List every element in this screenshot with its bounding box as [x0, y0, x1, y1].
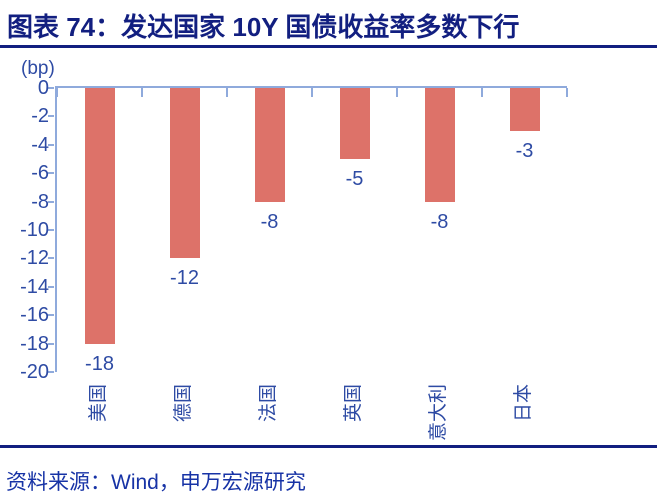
- figure-title: 图表 74：发达国家 10Y 国债收益率多数下行: [7, 12, 520, 42]
- x-axis-tick-mark: [141, 88, 143, 97]
- y-axis-tick-mark: [48, 229, 54, 231]
- bar: [169, 88, 200, 258]
- y-axis-tick-label: -4: [31, 133, 49, 156]
- y-axis-tick-mark: [48, 143, 54, 146]
- y-axis-tick-label: -12: [20, 247, 49, 270]
- x-axis-tick-mark: [56, 88, 58, 97]
- source-note: 资料来源：Wind，申万宏源研究: [6, 471, 306, 494]
- bar: [84, 88, 115, 344]
- category-label: 日本: [513, 384, 535, 423]
- title-divider: [0, 45, 657, 48]
- bar: [254, 88, 285, 202]
- y-axis-tick-label: -8: [31, 190, 49, 213]
- x-axis-tick-mark: [566, 88, 568, 97]
- y-axis-tick-mark: [48, 172, 54, 175]
- x-axis-tick-mark: [396, 88, 398, 97]
- y-axis-tick-mark: [48, 285, 54, 288]
- y-axis-line: [55, 88, 57, 372]
- category-label: 意大利: [428, 384, 450, 442]
- category-label: 美国: [88, 384, 110, 423]
- x-axis-zero-line: [55, 86, 567, 88]
- y-axis-tick-mark: [48, 371, 54, 373]
- bar-value-label: -8: [260, 211, 279, 233]
- category-label: 法国: [258, 384, 280, 423]
- bar: [509, 88, 540, 131]
- bar: [339, 88, 370, 159]
- y-axis-tick-label: 0: [37, 77, 49, 99]
- y-axis-tick-mark: [48, 342, 54, 345]
- y-axis-tick-mark: [48, 257, 54, 260]
- y-axis-tick-label: -16: [20, 304, 49, 327]
- bar: [424, 88, 455, 202]
- y-axis-tick-label: -6: [31, 162, 49, 185]
- y-axis-unit-label: (bp): [21, 58, 55, 79]
- y-axis-tick-mark: [48, 200, 54, 203]
- y-axis-tick-label: -14: [20, 275, 49, 298]
- y-axis-tick-label: -18: [20, 332, 49, 355]
- bar-value-label: -5: [345, 168, 364, 190]
- x-axis-tick-mark: [481, 88, 483, 97]
- x-axis-tick-mark: [226, 88, 228, 97]
- bar-value-label: -8: [430, 211, 449, 233]
- y-axis-tick-mark: [48, 87, 54, 89]
- y-axis-tick-label: -2: [31, 105, 49, 128]
- footer-divider: [0, 445, 657, 448]
- y-axis-tick-mark: [48, 314, 54, 317]
- y-axis-tick-mark: [48, 115, 54, 118]
- y-axis-tick-label: -10: [20, 219, 49, 241]
- category-label: 英国: [343, 384, 365, 423]
- bar-value-label: -3: [515, 140, 534, 162]
- x-axis-tick-mark: [311, 88, 313, 97]
- bar-value-label: -12: [170, 267, 199, 289]
- y-axis-tick-label: -20: [20, 361, 49, 383]
- bar-value-label: -18: [85, 353, 114, 375]
- category-label: 德国: [173, 384, 195, 423]
